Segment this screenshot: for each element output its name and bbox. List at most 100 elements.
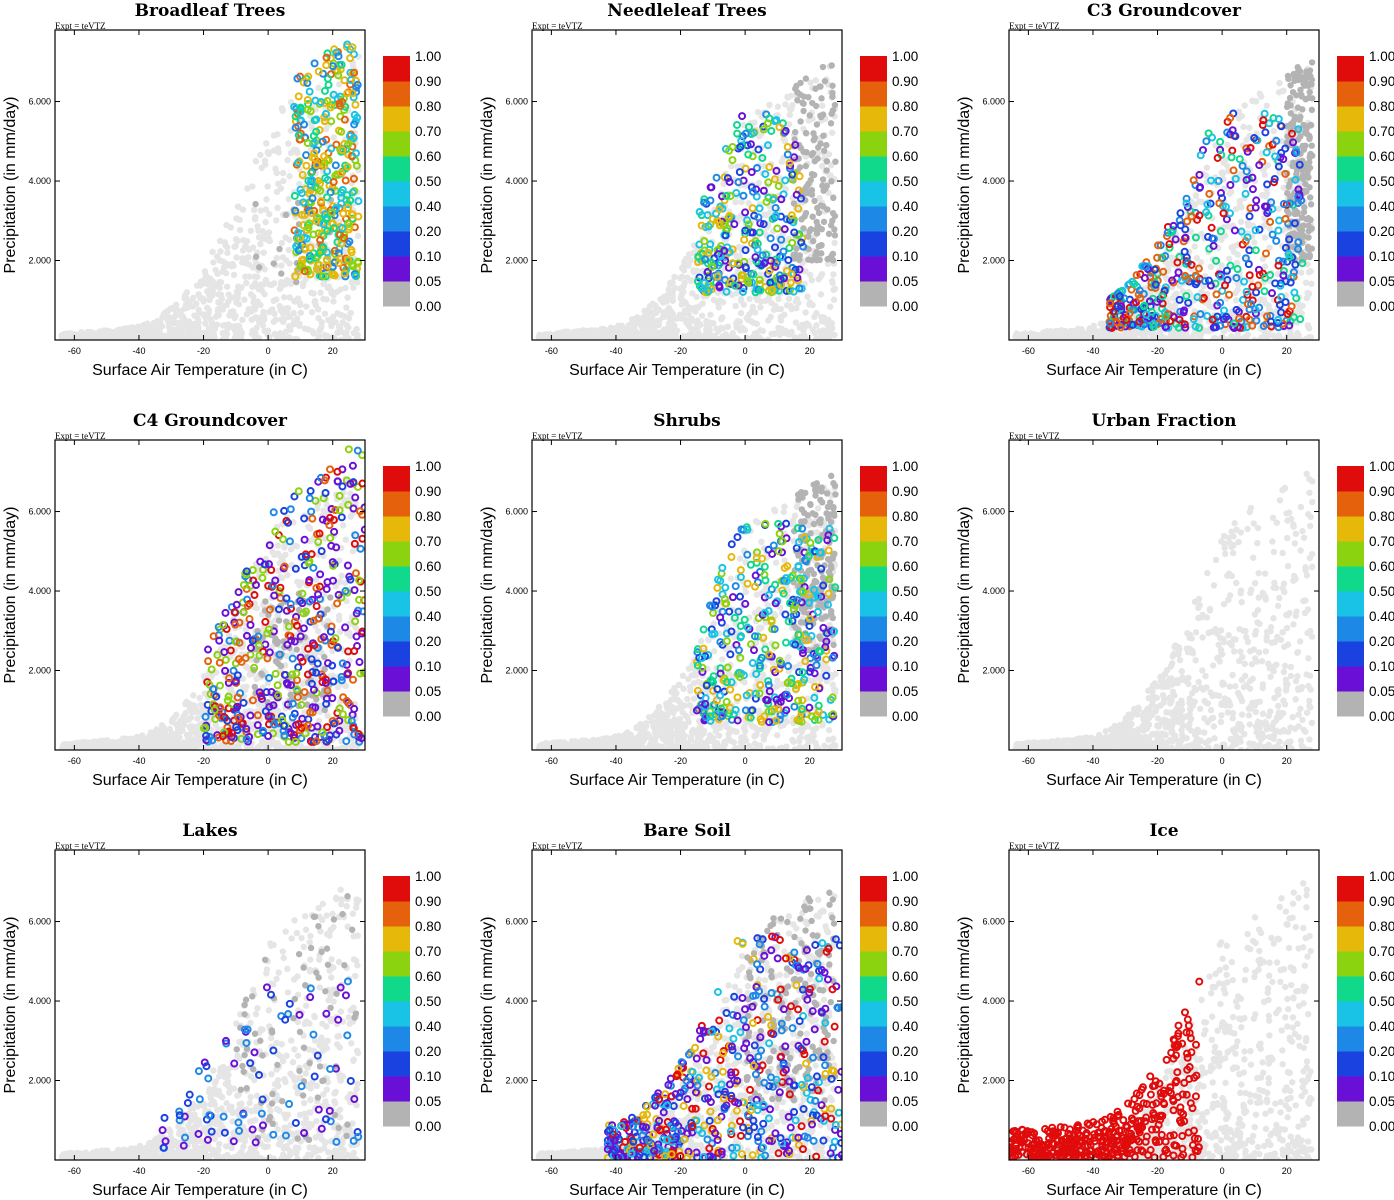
fraction-point [735, 168, 744, 177]
fraction-point [1252, 288, 1261, 297]
colorbar-swatch [1337, 181, 1364, 207]
fraction-point [294, 246, 303, 255]
background-point [1084, 336, 1092, 340]
background-point [336, 324, 344, 331]
background-point [813, 335, 820, 340]
background-point [325, 283, 333, 290]
background-point [120, 325, 128, 332]
fraction-point [739, 191, 748, 200]
fraction-point [1286, 278, 1295, 287]
background-point [64, 333, 72, 340]
fraction-point [1201, 277, 1210, 286]
zero-value-point [807, 176, 814, 184]
zero-value-point [252, 200, 259, 208]
background-point [1171, 292, 1178, 299]
zero-value-point [1300, 208, 1308, 216]
background-point [241, 296, 248, 303]
background-point [600, 325, 607, 333]
background-point [234, 203, 242, 210]
zero-value-point [1295, 65, 1302, 73]
fraction-point [775, 123, 784, 132]
background-point [233, 254, 240, 261]
fraction-point [1158, 292, 1167, 301]
background-point [825, 151, 833, 158]
background-point [275, 149, 282, 156]
fraction-point [1166, 317, 1175, 326]
zero-value-point [818, 250, 825, 257]
fraction-point [771, 262, 780, 271]
background-point [1037, 332, 1044, 340]
fraction-point [747, 183, 756, 192]
background-point [147, 335, 154, 340]
background-point [208, 319, 216, 327]
background-point [1241, 102, 1248, 109]
fraction-point [1289, 313, 1298, 322]
fraction-point [725, 211, 734, 220]
fraction-point [732, 189, 741, 198]
background-point [1235, 115, 1242, 122]
colorbar-swatch [860, 281, 887, 307]
fraction-point [1191, 233, 1200, 242]
background-point [297, 309, 305, 316]
fraction-point [323, 49, 332, 58]
fraction-point [759, 220, 768, 229]
y-tick-label: 2.000 [982, 256, 1005, 266]
fraction-point [319, 243, 328, 252]
background-point [212, 266, 219, 274]
fraction-point [1196, 183, 1205, 192]
background-point [826, 172, 833, 179]
background-point [648, 315, 656, 322]
background-point [260, 249, 267, 256]
fraction-point [344, 204, 353, 213]
fraction-point [347, 210, 356, 219]
background-point [264, 183, 271, 190]
background-point [771, 330, 778, 337]
zero-value-point [1300, 232, 1307, 239]
background-point [286, 172, 293, 180]
background-point [1192, 192, 1200, 200]
fraction-point [326, 188, 335, 197]
fraction-point [1267, 198, 1276, 207]
fraction-point [352, 149, 361, 158]
fraction-point [791, 265, 800, 274]
background-point [239, 206, 247, 213]
fraction-point [1279, 200, 1288, 209]
background-point [1257, 336, 1264, 340]
background-point [1230, 243, 1237, 250]
fraction-point [1173, 258, 1182, 267]
fraction-point [1298, 259, 1307, 268]
zero-value-point [831, 232, 839, 239]
fraction-point [300, 267, 309, 276]
background-point [178, 312, 185, 319]
colorbar-swatch [383, 56, 410, 82]
background-point [216, 284, 224, 291]
colorbar-label: 0.20 [415, 224, 441, 239]
background-point [740, 301, 747, 308]
background-point [184, 304, 191, 311]
background-point [802, 309, 809, 316]
fraction-point [338, 185, 347, 194]
fraction-point [744, 150, 753, 159]
background-point [316, 332, 323, 340]
background-point [182, 294, 190, 302]
zero-value-point [806, 112, 813, 119]
background-point [1261, 171, 1268, 178]
background-point [828, 129, 836, 136]
fraction-point [779, 247, 788, 256]
fraction-point [1281, 144, 1290, 153]
fraction-point [758, 153, 767, 162]
background-point [820, 327, 827, 334]
background-point [94, 336, 102, 340]
x-tick-label: -20 [674, 346, 687, 356]
fraction-point [1216, 272, 1225, 281]
fraction-point [1174, 268, 1183, 277]
background-point [1030, 334, 1038, 340]
background-point [718, 315, 725, 323]
fraction-point [337, 168, 346, 177]
background-point [317, 289, 324, 296]
background-point [761, 211, 768, 218]
background-point [217, 248, 224, 255]
fraction-point [313, 213, 322, 222]
zero-value-point [794, 97, 801, 104]
